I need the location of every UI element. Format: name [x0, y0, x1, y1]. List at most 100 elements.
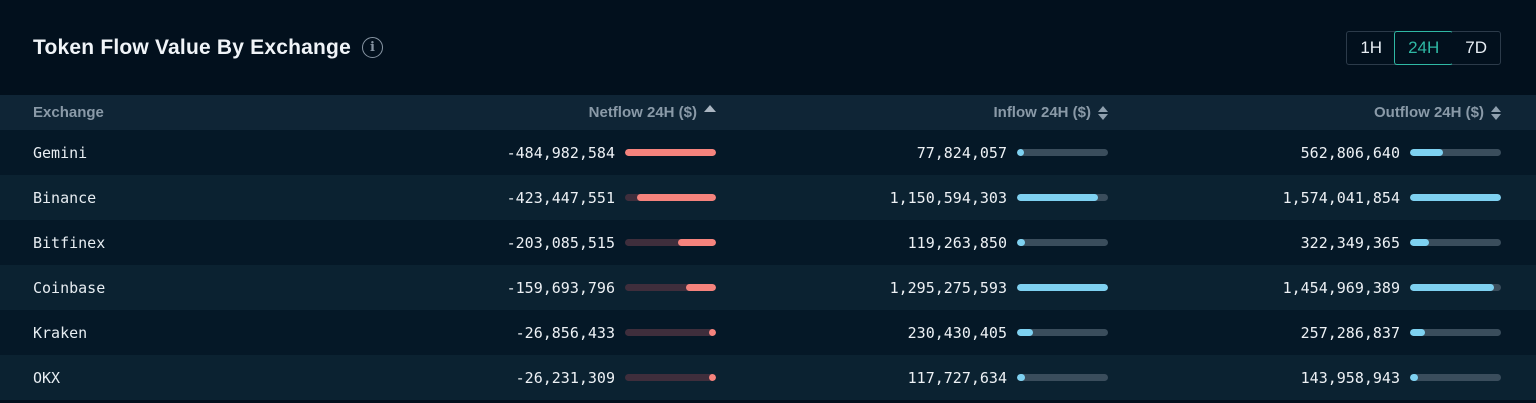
outflow-value: 257,286,837 — [1300, 323, 1400, 342]
inflow-value: 117,727,634 — [907, 368, 1007, 387]
outflow-bar — [1410, 329, 1501, 336]
outflow-bar — [1410, 194, 1501, 201]
outflow-bar — [1410, 239, 1501, 246]
table-body: Gemini -484,982,584 77,824,057 562,806,6… — [0, 130, 1536, 400]
outflow-value: 1,574,041,854 — [1282, 188, 1400, 207]
netflow-cell: -423,447,551 — [266, 189, 716, 207]
outflow-cell: 143,958,943 — [1108, 369, 1501, 387]
table-row: OKX -26,231,309 117,727,634 143,958,943 — [0, 355, 1536, 400]
table-row: Gemini -484,982,584 77,824,057 562,806,6… — [0, 130, 1536, 175]
netflow-bar-fill — [636, 194, 716, 201]
time-range-button-24h[interactable]: 24H — [1394, 30, 1454, 65]
inflow-cell: 230,430,405 — [716, 324, 1108, 342]
inflow-value: 77,824,057 — [916, 143, 1007, 162]
widget-header: Token Flow Value By Exchange i 1H 24H 7D — [0, 0, 1536, 95]
outflow-bar-fill — [1410, 239, 1429, 246]
outflow-cell: 322,349,365 — [1108, 234, 1501, 252]
inflow-bar — [1017, 284, 1108, 291]
netflow-bar — [625, 329, 716, 336]
netflow-bar — [625, 284, 716, 291]
inflow-bar — [1017, 194, 1108, 201]
exchange-name: Binance — [33, 188, 97, 207]
inflow-cell: 117,727,634 — [716, 369, 1108, 387]
inflow-bar — [1017, 374, 1108, 381]
outflow-cell: 257,286,837 — [1108, 324, 1501, 342]
outflow-value: 562,806,640 — [1300, 143, 1400, 162]
table-row: Kraken -26,856,433 230,430,405 257,286,8… — [0, 310, 1536, 355]
outflow-value: 322,349,365 — [1300, 233, 1400, 252]
title-wrap: Token Flow Value By Exchange i — [33, 36, 383, 60]
outflow-value: 1,454,969,389 — [1282, 278, 1400, 297]
outflow-bar-fill — [1410, 149, 1443, 156]
column-header-outflow[interactable]: Outflow 24H ($) — [1108, 104, 1501, 121]
netflow-cell: -484,982,584 — [266, 144, 716, 162]
time-range-button-7d[interactable]: 7D — [1452, 32, 1500, 64]
inflow-bar-fill — [1017, 329, 1034, 336]
column-header-exchange[interactable]: Exchange — [33, 104, 266, 121]
page-title: Token Flow Value By Exchange — [33, 35, 351, 59]
inflow-cell: 119,263,850 — [716, 234, 1108, 252]
netflow-bar-fill — [686, 284, 716, 291]
netflow-bar-fill — [709, 329, 716, 336]
inflow-bar-fill — [1017, 194, 1098, 201]
column-header-label: Outflow 24H ($) — [1373, 104, 1484, 121]
inflow-value: 1,295,275,593 — [889, 278, 1007, 297]
table-header-row: Exchange Netflow 24H ($) Inflow 24H ($) … — [0, 95, 1536, 130]
table-row: Coinbase -159,693,796 1,295,275,593 1,45… — [0, 265, 1536, 310]
sort-ascending-icon — [704, 105, 716, 112]
column-header-inflow[interactable]: Inflow 24H ($) — [716, 104, 1108, 121]
exchange-name: Coinbase — [33, 278, 106, 297]
column-header-label: Inflow 24H ($) — [993, 104, 1091, 121]
exchange-name: Bitfinex — [33, 233, 106, 252]
time-range-selector: 1H 24H 7D — [1346, 30, 1501, 65]
sort-toggle-icon — [1491, 105, 1501, 120]
netflow-value: -26,856,433 — [515, 323, 615, 342]
netflow-bar-fill — [677, 239, 716, 246]
netflow-cell: -26,856,433 — [266, 324, 716, 342]
exchange-name: OKX — [33, 368, 61, 387]
netflow-value: -484,982,584 — [506, 143, 615, 162]
netflow-value: -26,231,309 — [515, 368, 615, 387]
outflow-bar — [1410, 149, 1501, 156]
exchange-name: Kraken — [33, 323, 88, 342]
netflow-bar-fill — [625, 149, 716, 156]
outflow-bar — [1410, 284, 1501, 291]
netflow-value: -423,447,551 — [506, 188, 615, 207]
outflow-bar-fill — [1410, 284, 1495, 291]
column-header-label: Exchange — [33, 104, 104, 121]
outflow-bar-fill — [1410, 194, 1501, 201]
inflow-bar-fill — [1017, 284, 1108, 291]
netflow-value: -159,693,796 — [506, 278, 615, 297]
netflow-cell: -26,231,309 — [266, 369, 716, 387]
inflow-bar — [1017, 329, 1108, 336]
table-row: Bitfinex -203,085,515 119,263,850 322,34… — [0, 220, 1536, 265]
time-range-button-1h[interactable]: 1H — [1347, 32, 1395, 64]
column-header-label: Netflow 24H ($) — [588, 104, 697, 121]
outflow-cell: 1,574,041,854 — [1108, 189, 1501, 207]
outflow-bar-fill — [1410, 374, 1419, 381]
inflow-cell: 77,824,057 — [716, 144, 1108, 162]
netflow-bar-fill — [709, 374, 716, 381]
netflow-cell: -203,085,515 — [266, 234, 716, 252]
outflow-bar-fill — [1410, 329, 1425, 336]
outflow-bar — [1410, 374, 1501, 381]
outflow-cell: 1,454,969,389 — [1108, 279, 1501, 297]
outflow-cell: 562,806,640 — [1108, 144, 1501, 162]
sort-toggle-icon — [1098, 105, 1108, 120]
inflow-bar-fill — [1017, 149, 1024, 156]
inflow-value: 119,263,850 — [907, 233, 1007, 252]
table-row: Binance -423,447,551 1,150,594,303 1,574… — [0, 175, 1536, 220]
inflow-cell: 1,150,594,303 — [716, 189, 1108, 207]
netflow-bar — [625, 149, 716, 156]
inflow-value: 1,150,594,303 — [889, 188, 1007, 207]
column-header-netflow[interactable]: Netflow 24H ($) — [266, 104, 716, 121]
inflow-bar-fill — [1017, 374, 1026, 381]
info-icon[interactable]: i — [361, 37, 383, 58]
outflow-value: 143,958,943 — [1300, 368, 1400, 387]
netflow-cell: -159,693,796 — [266, 279, 716, 297]
inflow-value: 230,430,405 — [907, 323, 1007, 342]
inflow-bar-fill — [1017, 239, 1026, 246]
netflow-value: -203,085,515 — [506, 233, 615, 252]
exchange-name: Gemini — [33, 143, 88, 162]
netflow-bar — [625, 374, 716, 381]
